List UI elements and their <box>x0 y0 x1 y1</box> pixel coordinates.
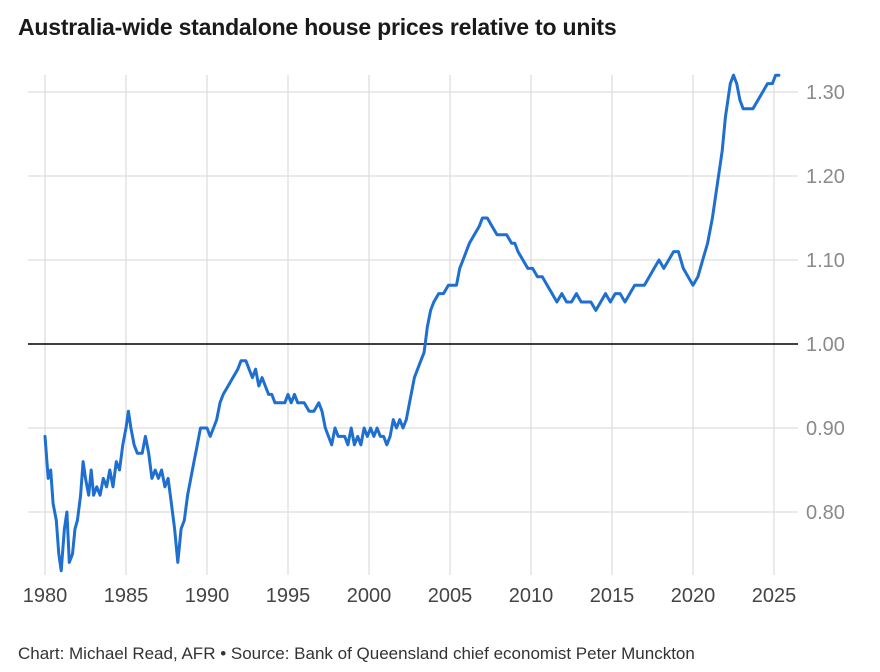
x-tick-label-2005: 2005 <box>428 585 473 607</box>
x-gridlines <box>44 75 775 575</box>
series-group <box>43 73 781 573</box>
y-tick-label-0.90: 0.90 <box>806 418 845 440</box>
x-tick-label-2010: 2010 <box>509 585 554 607</box>
x-tick-label-1980: 1980 <box>23 585 68 607</box>
y-tick-label-1.00: 1.00 <box>806 334 845 356</box>
x-tick-label-2020: 2020 <box>671 585 716 607</box>
y-tick-label-1.10: 1.10 <box>806 250 845 272</box>
chart-title: Australia-wide standalone house prices r… <box>18 14 617 40</box>
chart-source-footer: Chart: Michael Read, AFR • Source: Bank … <box>18 644 695 663</box>
series-line-0 <box>43 73 781 573</box>
line-chart: 0.80 0.90 1.00 1.10 1.20 1.30 1980 1985 1990 199… <box>23 73 845 607</box>
y-tick-label-1.30: 1.30 <box>806 82 845 104</box>
x-tick-label-1990: 1990 <box>185 585 230 607</box>
x-tick-label-1985: 1985 <box>104 585 149 607</box>
y-gridlines <box>28 91 798 513</box>
y-tick-label-1.20: 1.20 <box>806 166 845 188</box>
x-tick-labels: 1980 1985 1990 1995 2000 2005 2010 2015 2020 2025 <box>23 585 797 607</box>
x-tick-label-2025: 2025 <box>752 585 797 607</box>
x-tick-label-2015: 2015 <box>590 585 635 607</box>
y-tick-label-0.80: 0.80 <box>806 502 845 524</box>
x-tick-label-1995: 1995 <box>266 585 311 607</box>
x-tick-label-2000: 2000 <box>347 585 392 607</box>
y-tick-labels: 0.80 0.90 1.00 1.10 1.20 1.30 <box>806 82 845 524</box>
